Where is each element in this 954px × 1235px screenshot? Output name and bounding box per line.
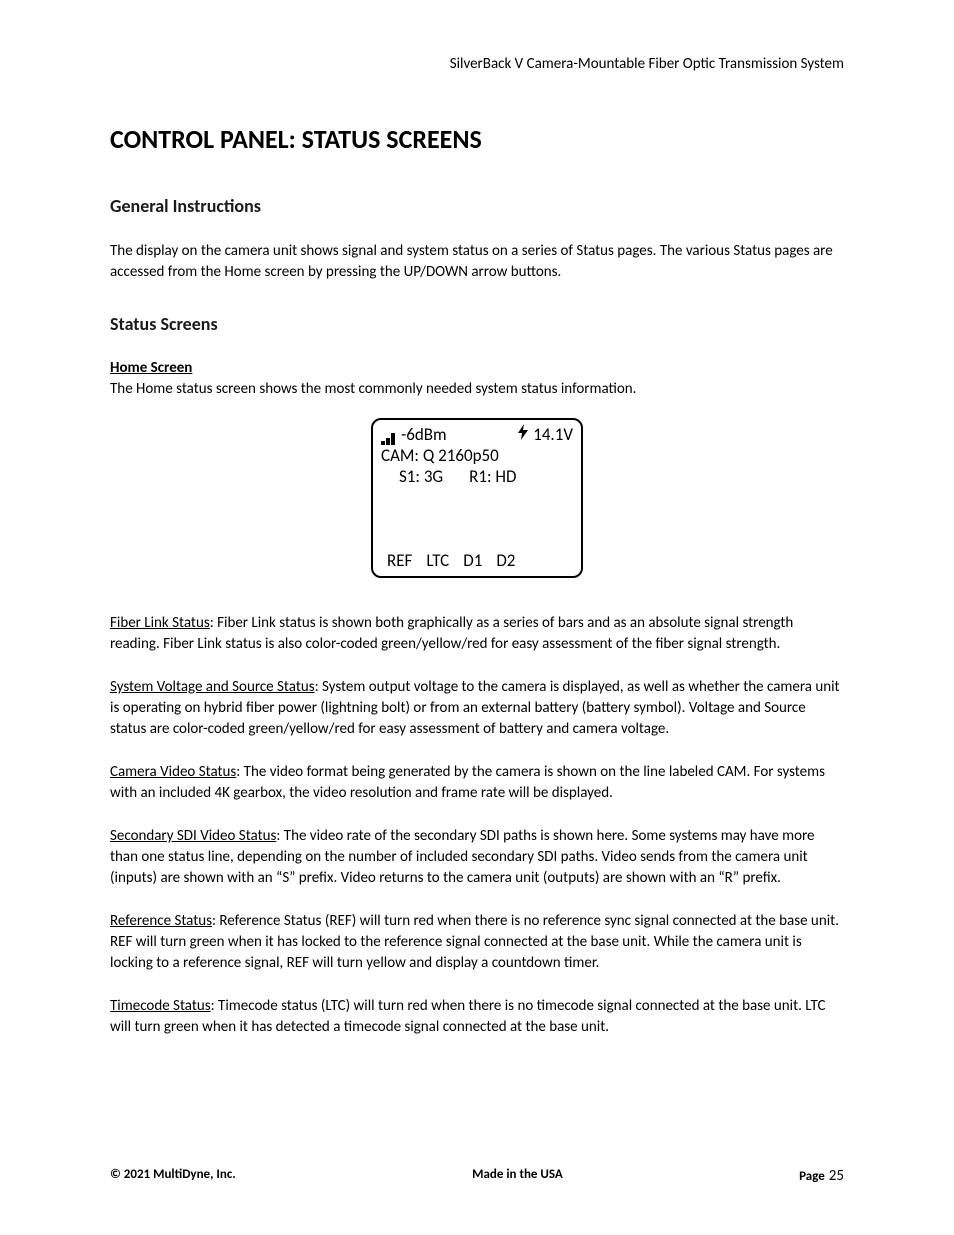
- voltage-value: 14.1V: [533, 424, 573, 445]
- lcd-s1-label: S1: 3G: [399, 466, 443, 487]
- desc-timecode-label: Timecode Status: [110, 997, 211, 1015]
- desc-voltage-label: System Voltage and Source Status: [110, 678, 315, 696]
- lcd-diagram-wrap: -6dBm 14.1V CAM: Q 2160p50 S1: 3G R1: HD…: [110, 418, 844, 578]
- desc-secondary-label: Secondary SDI Video Status: [110, 827, 276, 845]
- header-product-line: SilverBack V Camera-Mountable Fiber Opti…: [110, 55, 844, 73]
- signal-bars-icon: [381, 433, 395, 445]
- home-screen-heading: Home Screen: [110, 359, 844, 377]
- lcd-ref-label: REF: [387, 550, 412, 571]
- signal-dbm-value: -6dBm: [401, 424, 447, 445]
- footer-page-number: 25: [829, 1167, 844, 1185]
- desc-reference: Reference Status: Reference Status (REF)…: [110, 911, 844, 974]
- desc-fiber: Fiber Link Status: Fiber Link status is …: [110, 613, 844, 655]
- desc-camera-label: Camera Video Status: [110, 763, 236, 781]
- lcd-d1-label: D1: [463, 550, 482, 571]
- lcd-sdi-line: S1: 3G R1: HD: [381, 466, 573, 487]
- lcd-row-top: -6dBm 14.1V: [381, 424, 573, 445]
- footer-copyright: © 2021 MultiDyne, Inc.: [110, 1167, 236, 1185]
- desc-voltage: System Voltage and Source Status: System…: [110, 677, 844, 740]
- footer-page: Page 25: [799, 1167, 844, 1185]
- desc-reference-label: Reference Status: [110, 912, 212, 930]
- lcd-diagram: -6dBm 14.1V CAM: Q 2160p50 S1: 3G R1: HD…: [371, 418, 583, 578]
- footer-page-label: Page: [799, 1169, 825, 1184]
- page-title: CONTROL PANEL: STATUS SCREENS: [110, 123, 844, 155]
- desc-fiber-text: : Fiber Link status is shown both graphi…: [110, 614, 793, 653]
- section-heading-general: General Instructions: [110, 195, 844, 217]
- desc-camera: Camera Video Status: The video format be…: [110, 762, 844, 804]
- desc-fiber-label: Fiber Link Status: [110, 614, 210, 632]
- lcd-ltc-label: LTC: [426, 550, 449, 571]
- general-body: The display on the camera unit shows sig…: [110, 241, 844, 283]
- lcd-bottom-row: REF LTC D1 D2: [381, 550, 573, 573]
- footer-origin: Made in the USA: [472, 1167, 563, 1185]
- page-footer: © 2021 MultiDyne, Inc. Made in the USA P…: [110, 1167, 844, 1185]
- lcd-r1-label: R1: HD: [469, 466, 516, 487]
- lcd-d2-label: D2: [496, 550, 515, 571]
- section-heading-status: Status Screens: [110, 313, 844, 335]
- desc-reference-text: : Reference Status (REF) will turn red w…: [110, 912, 839, 972]
- home-screen-intro: The Home status screen shows the most co…: [110, 379, 844, 400]
- desc-timecode-text: : Timecode status (LTC) will turn red wh…: [110, 997, 825, 1036]
- desc-secondary: Secondary SDI Video Status: The video ra…: [110, 826, 844, 889]
- desc-timecode: Timecode Status: Timecode status (LTC) w…: [110, 996, 844, 1038]
- lightning-bolt-icon: [517, 424, 529, 445]
- lcd-cam-line: CAM: Q 2160p50: [381, 445, 573, 466]
